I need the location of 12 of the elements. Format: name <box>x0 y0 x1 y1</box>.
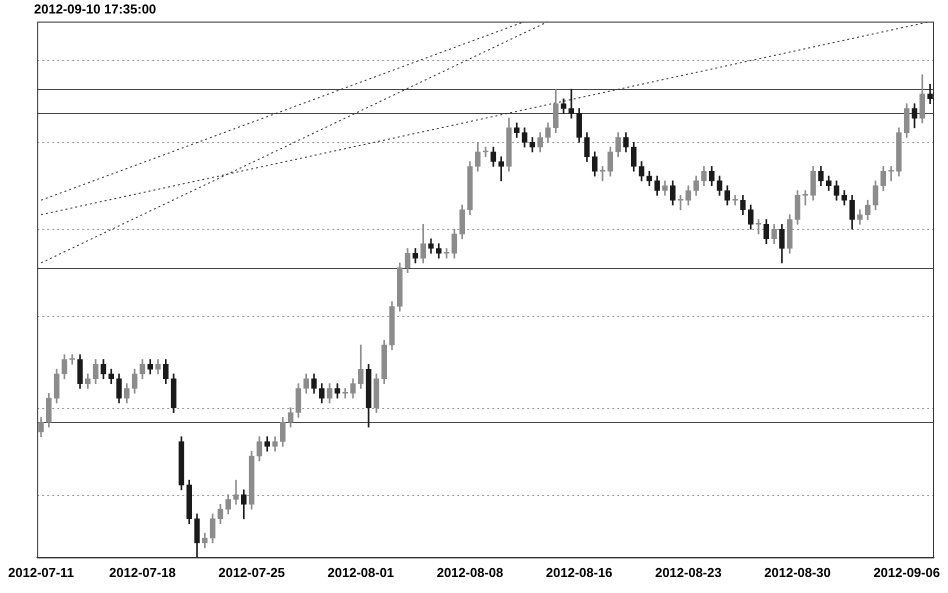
x-tick-label: 2012-09-06 <box>873 564 940 580</box>
chart-title: 2012-09-10 17:35:00 <box>34 1 156 16</box>
x-tick-label: 2012-07-18 <box>109 564 176 580</box>
x-tick-label: 2012-08-30 <box>764 564 831 580</box>
candlestick <box>482 146 488 158</box>
candlestick <box>233 480 239 505</box>
x-tick-label: 2012-08-01 <box>328 564 394 580</box>
x-tick-label: 2012-07-11 <box>8 564 74 580</box>
x-tick-label: 2012-08-23 <box>655 564 722 580</box>
x-tick-label: 2012-07-25 <box>218 564 285 580</box>
x-tick-label: 2012-08-16 <box>546 564 612 580</box>
x-tick-label: 2012-08-08 <box>436 564 504 580</box>
